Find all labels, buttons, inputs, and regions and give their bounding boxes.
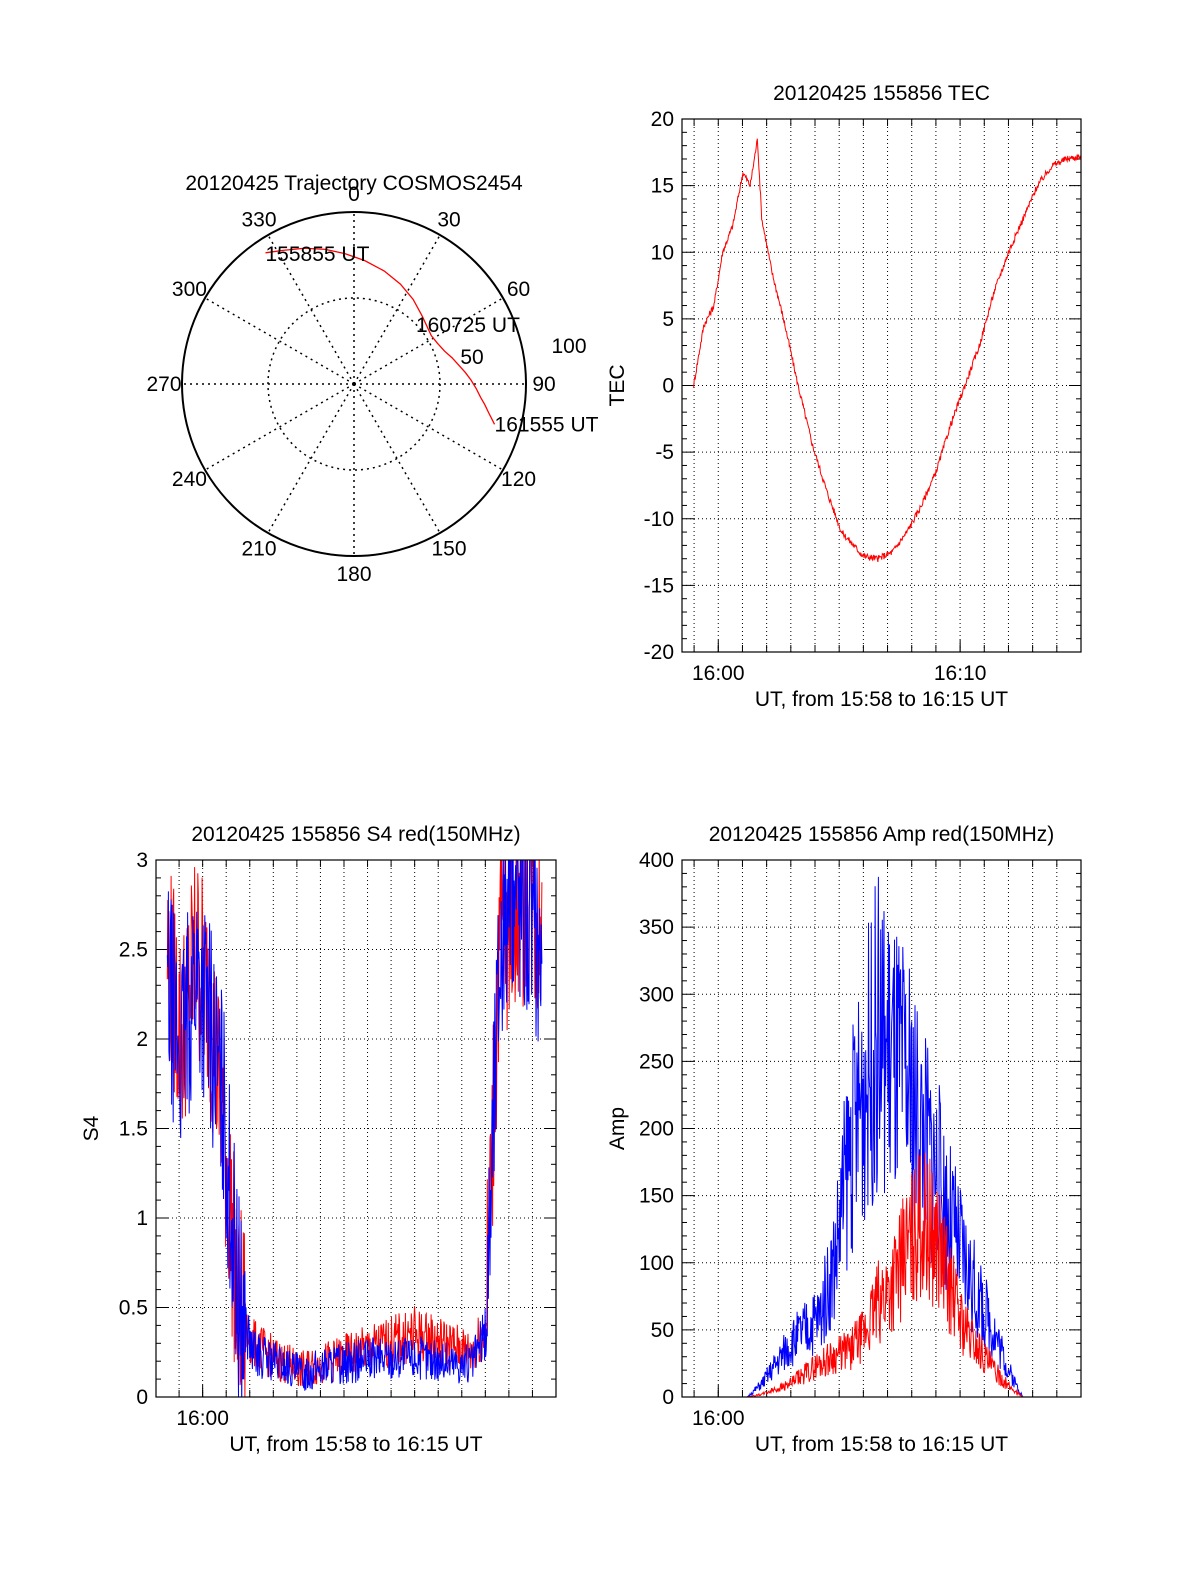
trajectory-start-label: 155855 UT (266, 243, 370, 266)
y-tick-label: 3 (136, 849, 148, 872)
y-tick-label: 10 (651, 241, 674, 264)
angle-label: 120 (501, 468, 536, 491)
plot-frame (681, 859, 1082, 1398)
y-axis-label: S4 (80, 1115, 103, 1141)
y-tick-label: 50 (651, 1319, 674, 1342)
series-line (166, 860, 543, 1397)
chart-title: 20120425 Trajectory COSMOS2454 (185, 172, 523, 195)
outer-circle (181, 211, 527, 557)
y-tick-label: 0.5 (119, 1297, 148, 1320)
y-axis-label: Amp (606, 1107, 629, 1150)
angle-label: 90 (532, 373, 555, 396)
y-tick-label: 0 (136, 1386, 148, 1409)
series-line (693, 1152, 1081, 1397)
y-tick-label: 300 (639, 983, 674, 1006)
y-tick-label: 200 (639, 1118, 674, 1141)
y-tick-label: 400 (639, 849, 674, 872)
radial-label: 50 (460, 346, 483, 369)
x-axis-label: UT, from 15:58 to 16:15 UT (755, 1433, 1008, 1456)
x-axis-label: UT, from 15:58 to 16:15 UT (755, 688, 1008, 711)
x-tick-label: 16:10 (934, 662, 987, 685)
y-tick-label: 1.5 (119, 1118, 148, 1141)
radial-label: 100 (551, 335, 586, 358)
angle-label: 30 (437, 208, 460, 231)
spoke-gridline (267, 234, 355, 385)
y-tick-label: 100 (639, 1252, 674, 1275)
chart-title: 20120425 155856 S4 red(150MHz) (191, 823, 520, 846)
x-tick-label: 16:00 (692, 662, 745, 685)
trajectory-mid-label: 160725 UT (416, 314, 520, 337)
y-tick-label: -5 (655, 441, 674, 464)
y-tick-label: 15 (651, 175, 674, 198)
series-1 (693, 1152, 1081, 1397)
angle-label: 240 (172, 468, 207, 491)
angle-label: 180 (336, 563, 371, 586)
y-tick-label: 2 (136, 1028, 148, 1051)
spoke-gridline (204, 383, 355, 471)
y-tick-label: 250 (639, 1050, 674, 1073)
y-tick-label: 0 (662, 375, 674, 398)
spoke-gridline (353, 234, 441, 385)
spoke-gridline (353, 383, 441, 534)
spoke-gridline (353, 383, 504, 471)
x-tick-label: 16:00 (692, 1407, 745, 1430)
x-tick-label: 16:00 (176, 1407, 229, 1430)
trajectory-end-label: 161555 UT (495, 413, 599, 436)
angle-label: 270 (146, 373, 181, 396)
angle-label: 0 (348, 183, 360, 206)
angle-label: 210 (241, 538, 276, 561)
series-0 (693, 138, 1081, 563)
y-tick-label: 150 (639, 1185, 674, 1208)
y-tick-label: -15 (644, 574, 674, 597)
angle-label: 300 (172, 278, 207, 301)
x-axis-label: UT, from 15:58 to 16:15 UT (229, 1433, 482, 1456)
y-tick-label: 0 (662, 1386, 674, 1409)
chart-title: 20120425 155856 Amp red(150MHz) (709, 823, 1055, 846)
series-0 (693, 876, 1081, 1397)
spoke-gridline (353, 297, 504, 385)
y-tick-label: 20 (651, 108, 674, 131)
plot-frame (681, 118, 1082, 653)
angle-label: 330 (241, 208, 276, 231)
angle-label: 60 (507, 278, 530, 301)
y-tick-label: -20 (644, 641, 674, 664)
series-1 (166, 860, 543, 1397)
series-line (693, 876, 1081, 1397)
chart-title: 20120425 155856 TEC (773, 82, 990, 105)
spoke-gridline (267, 383, 355, 534)
trajectory-line (265, 247, 496, 425)
spoke-gridline (204, 297, 355, 385)
y-tick-label: 1 (136, 1207, 148, 1230)
angle-label: 150 (431, 538, 466, 561)
y-tick-label: 2.5 (119, 939, 148, 962)
y-tick-label: 350 (639, 916, 674, 939)
plot-frame (155, 859, 557, 1398)
y-axis-label: TEC (606, 365, 629, 407)
series-line (693, 138, 1081, 563)
y-tick-label: 5 (662, 308, 674, 331)
ring-gridline (267, 297, 441, 471)
y-tick-label: -10 (644, 508, 674, 531)
